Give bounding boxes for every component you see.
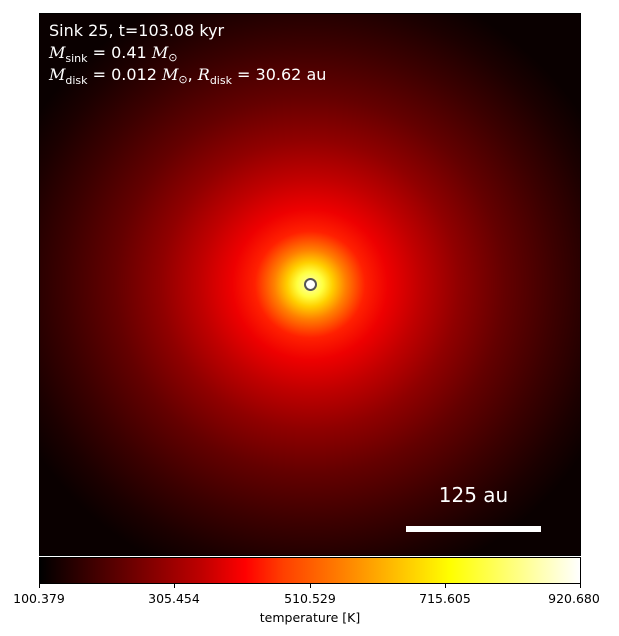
colorbar-tick xyxy=(174,584,175,588)
scalebar xyxy=(406,526,541,532)
colorbar-tick-label: 100.379 xyxy=(13,591,65,606)
colorbar-tick-label: 920.680 xyxy=(548,591,600,606)
circle-marker-icon xyxy=(304,278,317,291)
colorbar-tick xyxy=(445,584,446,588)
disk-properties-label: Mdisk = 0.012 M⊙, Rdisk = 30.62 au xyxy=(49,65,327,88)
colorbar-tick xyxy=(39,584,40,588)
colorbar xyxy=(39,557,581,584)
scalebar-label: 125 au xyxy=(438,483,509,507)
colorbar-label: temperature [K] xyxy=(259,610,361,625)
sink-title: Sink 25, t=103.08 kyr xyxy=(49,21,225,40)
colorbar-tick-label: 510.529 xyxy=(284,591,336,606)
colorbar-tick-label: 715.605 xyxy=(419,591,471,606)
colorbar-tick xyxy=(310,584,311,588)
sink-mass-label: Msink = 0.41 M⊙ xyxy=(49,43,178,66)
colorbar-tick-label: 305.454 xyxy=(148,591,200,606)
colorbar-tick xyxy=(580,584,581,588)
